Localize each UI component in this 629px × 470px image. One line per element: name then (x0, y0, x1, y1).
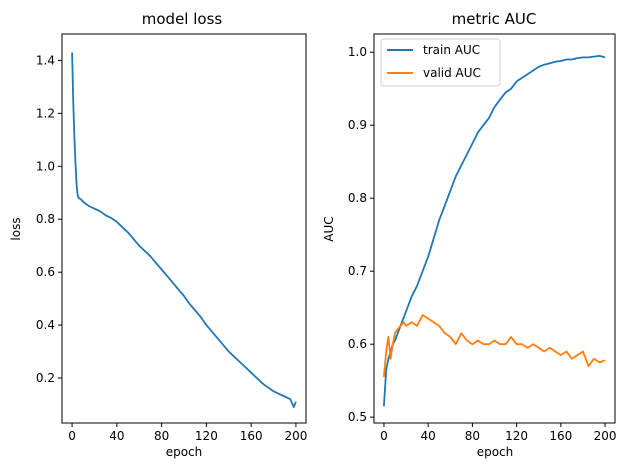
auc-x-tick-label: 120 (505, 429, 528, 443)
loss-y-tick-label: 1.2 (36, 106, 55, 120)
series-line-valid-auc (383, 314, 606, 378)
loss-x-tick-label: 120 (195, 429, 218, 443)
loss-y-ticks: 0.2 0.4 0.6 0.8 1.0 1.2 1.4 (36, 53, 62, 385)
auc-chart-title: metric AUC (452, 10, 537, 28)
auc-x-tick-label: 0 (380, 429, 388, 443)
auc-x-tick-label: 40 (421, 429, 436, 443)
auc-y-tick-label: 0.6 (348, 337, 367, 351)
series-line-train-auc (383, 55, 606, 407)
auc-x-tick-label: 160 (549, 429, 572, 443)
legend-label-train-auc: train AUC (423, 43, 480, 57)
loss-chart-title: model loss (142, 10, 223, 28)
loss-x-tick-label: 160 (240, 429, 263, 443)
loss-x-ticks: 0 40 80 120 160 200 (68, 423, 307, 443)
loss-y-tick-label: 0.6 (36, 265, 55, 279)
auc-y-tick-label: 1.0 (348, 45, 367, 59)
auc-x-ticks: 0 40 80 120 160 200 (380, 423, 617, 443)
auc-subplot: metric AUC 0.5 0.6 0.7 0.8 0.9 1.0 0 40 80 120 16… (322, 10, 617, 459)
auc-y-tick-label: 0.8 (348, 191, 367, 205)
loss-y-axis-label: loss (9, 217, 23, 240)
auc-series (383, 55, 606, 407)
auc-y-tick-label: 0.9 (348, 118, 367, 132)
loss-y-tick-label: 1.0 (36, 159, 55, 173)
auc-legend: train AUC valid AUC (380, 38, 501, 87)
loss-series (71, 52, 297, 409)
auc-y-axis-label: AUC (322, 216, 336, 241)
auc-plot-frame (373, 33, 616, 424)
auc-x-tick-label: 200 (594, 429, 617, 443)
loss-x-tick-label: 80 (154, 429, 169, 443)
auc-y-tick-label: 0.7 (348, 264, 367, 278)
loss-x-tick-label: 40 (109, 429, 124, 443)
auc-x-tick-label: 80 (465, 429, 480, 443)
loss-y-tick-label: 0.2 (36, 371, 55, 385)
loss-x-tick-label: 200 (284, 429, 307, 443)
legend-label-valid-auc: valid AUC (423, 66, 481, 80)
loss-x-tick-label: 0 (68, 429, 76, 443)
auc-y-tick-label: 0.5 (348, 410, 367, 424)
loss-plot-frame (61, 33, 307, 424)
auc-y-ticks: 0.5 0.6 0.7 0.8 0.9 1.0 (348, 45, 374, 424)
auc-x-axis-label: epoch (477, 445, 514, 459)
loss-x-axis-label: epoch (166, 445, 203, 459)
loss-y-tick-label: 0.8 (36, 212, 55, 226)
series-line-loss (71, 52, 297, 409)
loss-y-tick-label: 0.4 (36, 318, 55, 332)
loss-subplot: model loss 0.2 0.4 0.6 0.8 1.0 1.2 1.4 0 40 80 12… (9, 10, 307, 459)
loss-y-tick-label: 1.4 (36, 53, 55, 67)
